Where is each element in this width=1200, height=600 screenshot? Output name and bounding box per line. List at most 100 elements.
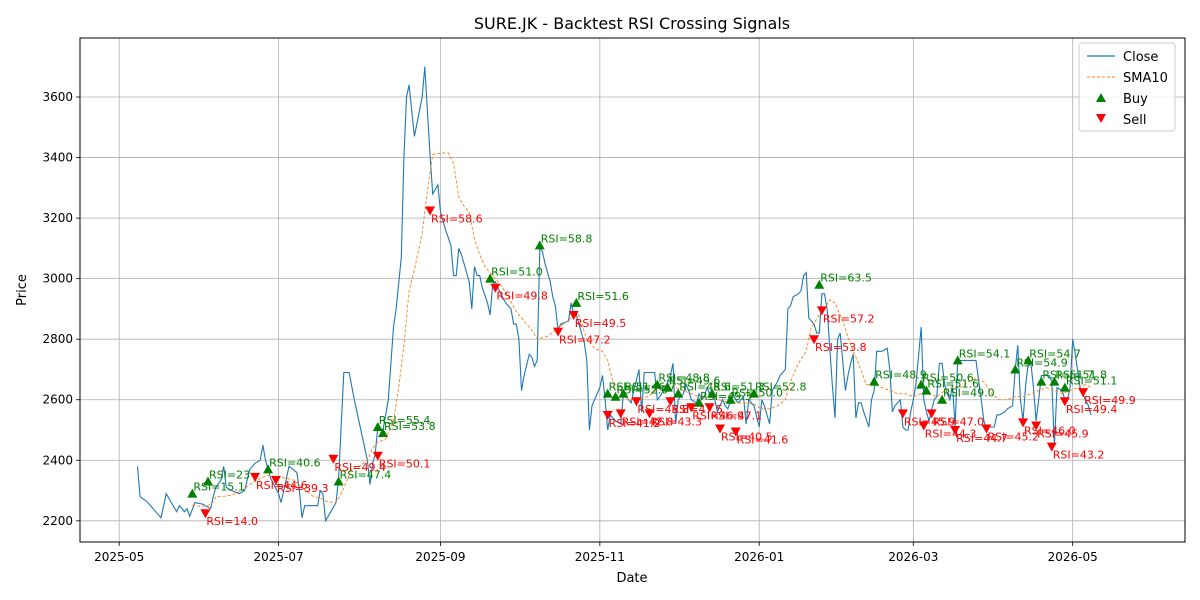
x-tick-label: 2026-01 (734, 550, 784, 564)
sell-label: RSI=43.2 (1053, 449, 1105, 462)
sell-label: RSI=44.7 (956, 432, 1008, 445)
sell-marker (270, 475, 281, 485)
buy-label: RSI=23 (209, 468, 250, 481)
plot-area: RSI=15.1RSI=23RSI=40.6RSI=47.4RSI=55.4RS… (136, 66, 1136, 528)
y-tick-label: 2800 (42, 332, 73, 346)
buy-marker (748, 388, 759, 398)
buy-marker (937, 394, 948, 404)
y-tick-label: 3400 (42, 151, 73, 165)
sell-marker (200, 509, 211, 519)
buy-marker (333, 476, 344, 486)
sell-label: RSI=40.5 (721, 430, 773, 443)
sell-marker (490, 283, 501, 293)
buy-marker (1010, 364, 1021, 374)
y-tick-label: 2400 (42, 453, 73, 467)
buy-label: RSI=15.1 (193, 481, 245, 494)
buy-label: RSI=51 (609, 381, 650, 394)
sell-marker (328, 454, 339, 464)
sell-label: RSI=49.4 (1066, 403, 1118, 416)
sell-marker (615, 409, 626, 419)
buy-marker (662, 382, 673, 392)
x-tick-label: 2025-05 (94, 550, 144, 564)
buy-marker (187, 488, 198, 498)
buy-marker (921, 385, 932, 395)
sell-marker (1078, 388, 1089, 398)
sell-marker (897, 409, 908, 419)
x-axis-label: Date (616, 571, 647, 586)
sell-label: RSI=14.0 (206, 515, 258, 528)
buy-label: RSI=63.5 (820, 272, 872, 285)
buy-marker (618, 388, 629, 398)
legend-sell-label: Sell (1123, 113, 1146, 128)
sell-label: RSI=49.4 (334, 461, 386, 474)
buy-label: RSI=54.1 (959, 347, 1011, 360)
buy-label: RSI=48.8 (658, 372, 710, 385)
buy-label: RSI=51.3 (713, 381, 765, 394)
buy-marker (1049, 376, 1060, 386)
chart-title: SURE.JK - Backtest RSI Crossing Signals (474, 14, 790, 33)
sell-label: RSI=49.5 (575, 317, 627, 330)
sell-label: RSI=39.3 (277, 482, 329, 495)
sell-label: RSI=49.9 (1084, 394, 1136, 407)
sell-label: RSI=47.2 (559, 334, 611, 347)
buy-label: RSI=49.0 (943, 387, 995, 400)
buy-marker (610, 391, 621, 401)
sell-label: RSI=49.8 (496, 290, 548, 303)
buy-marker (263, 464, 274, 474)
buy-marker (725, 394, 736, 404)
buy-label: RSI=51.0 (491, 266, 543, 279)
sell-marker (950, 426, 961, 435)
sell-label: RSI=41.6 (737, 434, 789, 447)
legend-buy-marker (1096, 93, 1106, 102)
y-tick-label: 3200 (42, 211, 73, 225)
x-tick-label: 2025-07 (253, 550, 303, 564)
sell-label: RSI=42.8 (622, 415, 674, 428)
buy-marker (673, 388, 684, 398)
sell-marker (1018, 418, 1029, 428)
sell-label: RSI=47.1 (711, 409, 763, 422)
sell-label: RSI=46.9 (692, 409, 744, 422)
buy-marker (1023, 355, 1034, 365)
sell-label: RSI=44.6 (256, 479, 308, 492)
sell-marker (981, 424, 992, 434)
sell-marker (715, 424, 726, 434)
buy-label: RSI=50.6 (922, 372, 974, 385)
sell-marker (665, 397, 676, 407)
sell-label: RSI=44.3 (925, 427, 977, 440)
buy-marker (534, 240, 545, 250)
buy-marker (869, 376, 880, 386)
buy-marker (571, 297, 582, 307)
sell-label: RSI=53.8 (815, 341, 867, 354)
buy-label: RSI=51.8 (1055, 369, 1107, 382)
buy-marker (916, 379, 927, 389)
sell-marker (1046, 442, 1057, 452)
sell-label: RSI=45.9 (1037, 427, 1089, 440)
buy-label: RSI=49.6 (669, 375, 721, 388)
sell-marker (425, 206, 436, 216)
sell-marker (553, 327, 564, 337)
buy-label: RSI=51.6 (577, 290, 629, 303)
sell-marker (809, 335, 820, 345)
sell-marker (1059, 397, 1070, 407)
sell-label: RSI=45.2 (987, 430, 1039, 443)
buy-marker (1036, 376, 1047, 386)
y-tick-label: 2600 (42, 393, 73, 407)
x-tick-label: 2026-05 (1048, 550, 1098, 564)
buy-label: RSI=48.6 (679, 381, 731, 394)
buy-marker (378, 428, 389, 438)
sell-label: RSI=45.9 (904, 415, 956, 428)
buy-label: RSI=51.6 (927, 378, 979, 391)
buy-label: RSI=51.1 (1066, 375, 1118, 388)
sell-marker (631, 397, 642, 407)
buy-marker (814, 279, 825, 289)
buy-label: RSI=46.7 (624, 381, 676, 394)
sell-marker (730, 427, 741, 437)
axes: 2025-05 2025-07 2025-09 2025-11 2026-01 2026-… (42, 37, 1186, 564)
buy-marker (694, 397, 705, 407)
legend-close-label: Close (1123, 50, 1158, 65)
buy-label: RSI=54.7 (1029, 347, 1081, 360)
buy-label: RSI=48.9 (875, 369, 927, 382)
buy-label: RSI=50.0 (731, 387, 783, 400)
sell-marker (686, 403, 697, 413)
